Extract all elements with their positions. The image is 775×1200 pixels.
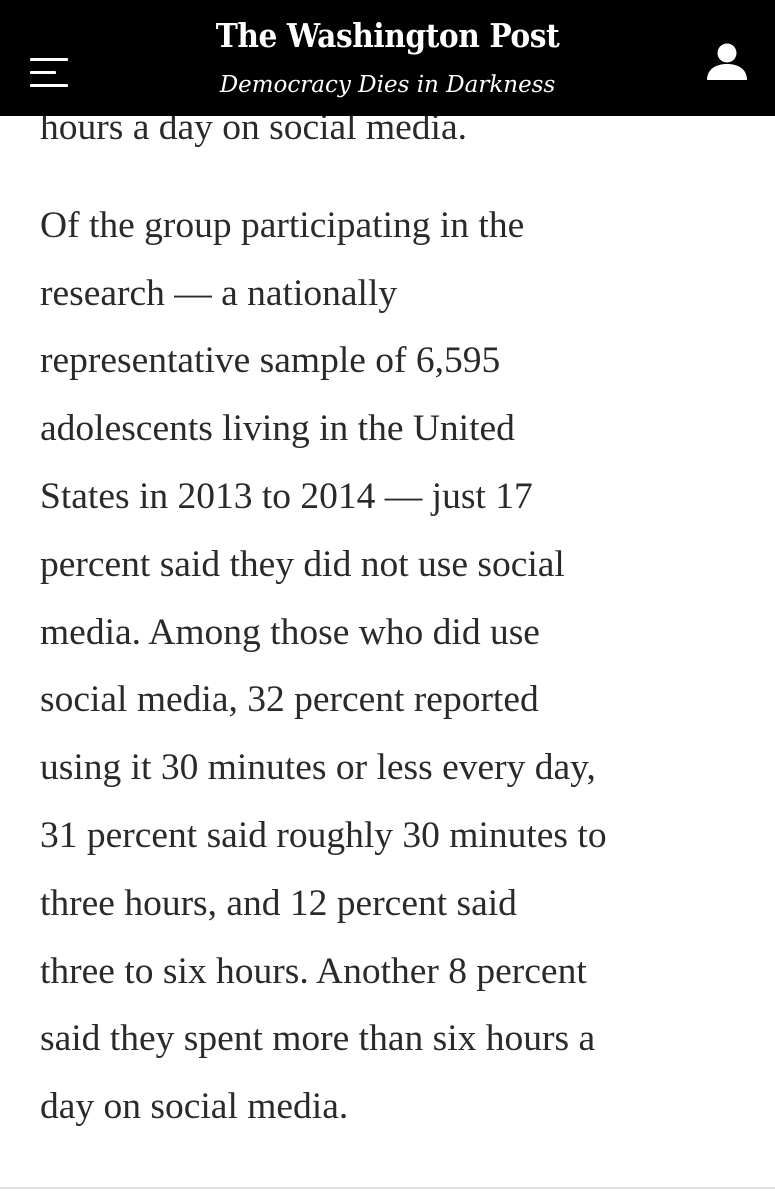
page-bottom-divider bbox=[0, 1187, 775, 1189]
article-line: Of the group participating in the bbox=[40, 204, 525, 246]
article-line: 31 percent said roughly 30 minutes to bbox=[40, 814, 607, 856]
article-line: social media, 32 percent reported bbox=[40, 679, 539, 721]
hamburger-menu-icon-bar-bottom bbox=[30, 84, 68, 87]
user-account-icon bbox=[707, 43, 747, 80]
article-line: States in 2013 to 2014 — just 17 bbox=[40, 475, 533, 517]
hamburger-menu-icon-bar-middle bbox=[30, 71, 56, 74]
article-paragraph: Of the group participating in the resear… bbox=[40, 192, 750, 1141]
menu-button[interactable] bbox=[24, 46, 74, 96]
site-header: The Washington Post Democracy Dies in Da… bbox=[0, 0, 775, 116]
user-account-button[interactable] bbox=[700, 38, 754, 88]
article-body: hours a day on social media. Of the grou… bbox=[40, 94, 750, 1141]
article-line: representative sample of 6,595 bbox=[40, 340, 501, 382]
article-line: research — a nationally bbox=[40, 272, 398, 314]
masthead-logo[interactable]: The Washington Post bbox=[215, 16, 560, 55]
article-line: percent said they did not use social bbox=[40, 543, 565, 585]
article-line: said they spent more than six hours a bbox=[40, 1018, 596, 1060]
article-line: adolescents living in the United bbox=[40, 408, 515, 450]
masthead-tagline: Democracy Dies in Darkness bbox=[219, 72, 556, 98]
hamburger-menu-icon-bar-top bbox=[30, 58, 68, 61]
article-line: media. Among those who did use bbox=[40, 611, 540, 653]
article-line: day on social media. bbox=[40, 1086, 349, 1128]
article-line: using it 30 minutes or less every day, bbox=[40, 747, 596, 789]
article-line: three to six hours. Another 8 percent bbox=[40, 950, 587, 992]
article-line: three hours, and 12 percent said bbox=[40, 882, 517, 924]
